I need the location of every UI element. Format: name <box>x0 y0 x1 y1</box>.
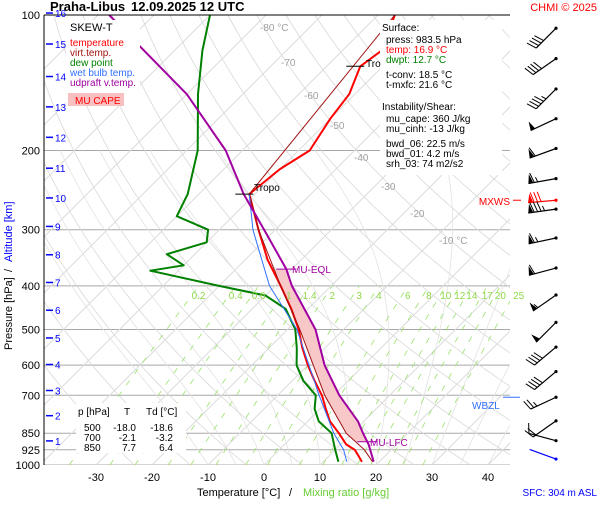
srh-03-value: srh_03: 74 m2/s2 <box>386 159 464 170</box>
altitude-tick-label: 5 <box>55 334 61 345</box>
table-header-t: T <box>124 407 130 418</box>
legend: SKEW-T temperature virt.temp. dew point … <box>66 20 140 107</box>
y-axis-title: Pressure [hPa] <box>3 277 15 350</box>
altitude-tick-label: 15 <box>55 40 67 51</box>
surface-title: Surface: <box>382 23 419 34</box>
tropopause-label-upper: Tro <box>366 59 381 70</box>
mu-lfc-label: MU-LFC <box>370 438 408 449</box>
legend-updraft: udpraft v.temp. <box>70 78 136 89</box>
temperature-tick-label: 40 <box>482 472 494 484</box>
pressure-tick-label: 300 <box>22 225 40 237</box>
mixing-ratio-label: 1 <box>286 291 292 302</box>
mixing-ratio-label: 4 <box>376 291 382 302</box>
table-row: 850 7.7 6.4 <box>84 443 173 454</box>
mixing-ratio-label: 1.4 <box>303 291 317 302</box>
table-header-p: p [hPa] <box>78 407 110 418</box>
temperature-tick-label: 20 <box>370 472 382 484</box>
altitude-tick-label: 13 <box>55 103 67 114</box>
legend-mu-cape: MU CAPE <box>75 96 121 107</box>
altitude-tick-label: 10 <box>55 194 67 205</box>
pressure-tick-label: 100 <box>22 10 40 22</box>
temperature-tick-label: -30 <box>88 472 104 484</box>
legend-title: SKEW-T <box>70 22 113 34</box>
isotherm-label: -80 °C <box>260 23 288 34</box>
altitude-tick-label: 14 <box>55 73 67 84</box>
altitude-tick-label: 1 <box>55 437 61 448</box>
mixing-ratio-label: 8 <box>426 291 432 302</box>
altitude-tick-label: 6 <box>55 306 61 317</box>
y-axis-title-altitude: Altitude [km] <box>3 201 15 262</box>
mixing-ratio-label: 17 <box>482 291 494 302</box>
altitude-tick-label: 2 <box>55 412 61 423</box>
isotherm-label: -20 <box>410 209 425 220</box>
surface-tmxfc: t-mxfc: 21.6 °C <box>386 80 452 91</box>
pressure-tick-label: 400 <box>22 281 40 293</box>
pressure-tick-label: 500 <box>22 325 40 337</box>
mxws-label: MXWS <box>479 197 510 208</box>
datetime-title: 12.09.2025 12 UTC <box>131 0 245 14</box>
pressure-tick-label: 1000 <box>16 460 40 472</box>
temperature-tick-label: 30 <box>426 472 438 484</box>
isotherm-label: -30 <box>381 182 396 193</box>
pressure-tick-label: 600 <box>22 360 40 372</box>
pressure-tick-label: 200 <box>22 145 40 157</box>
table-cell: 7.7 <box>122 443 136 454</box>
pressure-tick-label: 850 <box>22 428 40 440</box>
copyright: CHMI © 2025 <box>530 2 597 14</box>
x-axis-title: Temperature [°C] <box>197 487 280 499</box>
altitude-tick-label: 12 <box>55 133 67 144</box>
sfc-elevation: SFC: 304 m ASL <box>523 488 598 499</box>
mixing-ratio-label: 12 <box>454 291 466 302</box>
mixing-ratio-label: 0.4 <box>229 291 243 302</box>
x-axis-title-mixing: Mixing ratio [g/kg] <box>303 487 389 499</box>
isotherm-label: -40 <box>354 153 369 164</box>
isotherm-label: -50 <box>330 121 345 132</box>
tropopause-label: Tropo <box>254 183 280 194</box>
altitude-tick-label: 3 <box>55 386 61 397</box>
altitude-tick-label: 7 <box>55 278 61 289</box>
mixing-ratio-label: 0.2 <box>192 291 206 302</box>
mu-eql-label: MU-EQL <box>292 265 331 276</box>
mixing-ratio-label: 20 <box>495 291 507 302</box>
level-table: p [hPa] T Td [°C] 500 -18.0 -18.6 700 -2… <box>76 403 186 454</box>
table-header-td: Td [°C] <box>146 407 177 418</box>
isotherm-label: -70 <box>281 58 296 69</box>
mu-cinh-value: mu_cinh: -13 J/kg <box>386 124 465 135</box>
pressure-tick-label: 700 <box>22 390 40 402</box>
instability-title: Instability/Shear: <box>382 102 456 113</box>
temperature-tick-label: -10 <box>200 472 216 484</box>
mixing-ratio-label: 25 <box>513 291 525 302</box>
table-cell: 850 <box>84 443 101 454</box>
isotherm-label: -10 °C <box>439 236 467 247</box>
temperature-tick-label: -20 <box>144 472 160 484</box>
table-cell: 6.4 <box>159 443 173 454</box>
mixing-ratio-label: 10 <box>440 291 452 302</box>
mixing-ratio-label: 2 <box>330 291 336 302</box>
mixing-ratio-label: 6 <box>405 291 411 302</box>
altitude-tick-label: 8 <box>55 251 61 262</box>
wbzl-label: WBZL <box>472 401 500 412</box>
mixing-ratio-label: 14 <box>466 291 478 302</box>
surface-dwpt: dwpt: 12.7 °C <box>386 55 446 66</box>
mixing-ratio-label: 0.6 <box>252 291 266 302</box>
info-box: Surface: press: 983.5 hPa temp: 16.9 °C … <box>380 20 502 175</box>
altitude-tick-label: 4 <box>55 361 61 372</box>
temperature-tick-label: 0 <box>261 472 267 484</box>
mixing-ratio-label: 3 <box>356 291 362 302</box>
station-title: Praha-Libus <box>50 0 125 14</box>
altitude-tick-label: 11 <box>55 164 66 175</box>
isotherm-label: -60 <box>304 91 319 102</box>
altitude-tick-label: 9 <box>55 222 61 233</box>
pressure-tick-label: 925 <box>22 445 40 457</box>
temperature-tick-label: 10 <box>314 472 326 484</box>
